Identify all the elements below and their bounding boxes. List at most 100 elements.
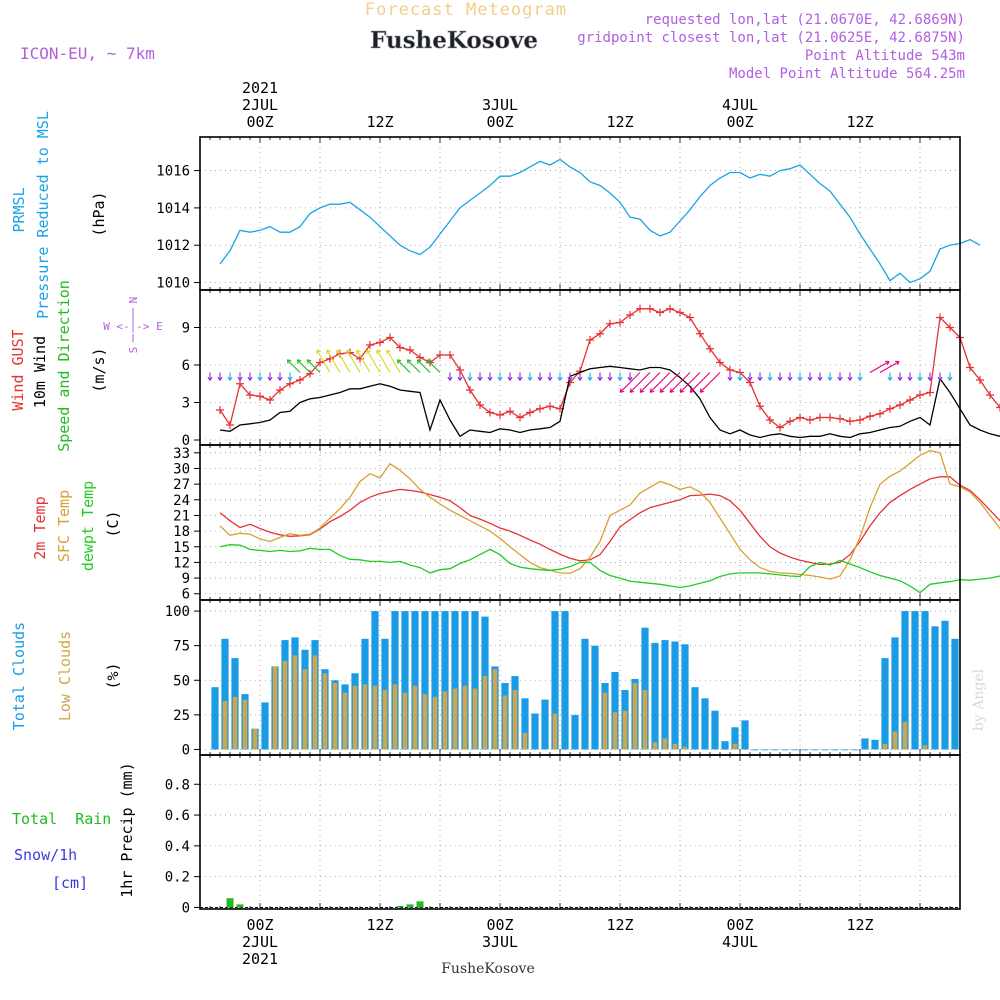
top-time-label: 4JUL xyxy=(722,96,758,114)
low-cloud-bar xyxy=(552,713,558,750)
total-cloud-bar xyxy=(731,727,739,750)
gust-marker xyxy=(306,369,314,378)
low-cloud-bar xyxy=(382,690,388,750)
wind-direction-arrow xyxy=(356,349,371,373)
total-cloud-bar xyxy=(651,642,659,750)
compass-south: S xyxy=(127,347,140,354)
wind-direction-arrow xyxy=(879,361,900,373)
gust-marker xyxy=(616,318,624,327)
gust-marker xyxy=(666,304,674,313)
bottom-time-label: 4JUL xyxy=(722,933,758,951)
wind-arrow-head xyxy=(557,376,563,381)
y-tick-label: 0.8 xyxy=(165,777,190,793)
top-time-label: 12Z xyxy=(366,113,393,131)
low-cloud-bar xyxy=(512,690,518,750)
legend-ms-unit: (m/s) xyxy=(90,347,108,392)
wind-direction-arrow xyxy=(669,372,691,393)
top-time-label: 12Z xyxy=(606,113,633,131)
gust-marker xyxy=(396,343,404,352)
legend-c-unit: (C) xyxy=(104,510,122,537)
y-tick-label: 0.6 xyxy=(165,808,190,824)
low-cloud-bar xyxy=(372,685,378,750)
gust-marker xyxy=(766,416,774,424)
pressure-panel: 1010 1012 1014 1016 xyxy=(156,136,981,292)
wind-arrow-head xyxy=(917,376,923,381)
wind-arrow-head xyxy=(747,376,753,381)
wind-arrow-head xyxy=(396,359,402,364)
gust-marker xyxy=(776,423,784,432)
low-cloud-bar xyxy=(312,655,318,750)
wind-gust-line xyxy=(219,308,1000,429)
top-time-label: 00Z xyxy=(726,113,753,131)
legend-snow: Snow/1h xyxy=(14,846,77,864)
wind-arrow-head xyxy=(527,376,533,381)
bottom-time-label: 2JUL xyxy=(242,933,278,951)
wind-direction-arrow xyxy=(649,372,671,393)
legend-speed-direction: Speed and Direction xyxy=(55,280,73,452)
wind-arrow-head xyxy=(767,376,773,381)
rain-bar xyxy=(396,905,404,908)
wind-direction-arrow xyxy=(869,361,890,373)
wind-arrow-head xyxy=(699,388,705,393)
y-tick-label: 21 xyxy=(173,508,190,524)
wind-arrow-head xyxy=(227,376,233,381)
total-cloud-bar xyxy=(701,698,709,750)
y-tick-label: 15 xyxy=(173,540,190,556)
low-cloud-bar xyxy=(922,745,928,750)
total-cloud-bar xyxy=(811,749,819,751)
gust-marker xyxy=(916,391,924,399)
y-tick-label: 30 xyxy=(173,461,190,477)
wind-arrow-head xyxy=(847,376,853,381)
top-time-label: 2021 xyxy=(242,79,278,97)
total-cloud-bar xyxy=(931,626,939,750)
legend-dewpt-temp: dewpt Temp xyxy=(79,481,97,571)
gust-marker xyxy=(406,346,414,354)
model-altitude: Model Point Altitude 564.25m xyxy=(729,66,965,82)
wind-arrow-head xyxy=(457,376,463,381)
low-cloud-bar xyxy=(282,660,288,750)
prmsl-line xyxy=(219,158,981,284)
wind-arrow-head xyxy=(937,376,943,381)
wind-arrow-head xyxy=(267,376,273,381)
gust-marker xyxy=(506,407,514,416)
total-cloud-bar xyxy=(861,738,869,750)
total-cloud-bar xyxy=(421,611,429,750)
wind-arrow-head xyxy=(907,376,913,381)
low-cloud-bar xyxy=(652,742,658,750)
wind-arrow-head xyxy=(477,376,483,381)
y-tick-label: 33 xyxy=(173,446,190,462)
wind-arrow-head xyxy=(316,349,321,355)
low-cloud-bar xyxy=(292,655,298,750)
y-tick-label: 12 xyxy=(173,555,190,571)
total-cloud-bar xyxy=(751,749,759,751)
total-cloud-bar xyxy=(461,611,469,750)
total-cloud-bar xyxy=(871,739,879,750)
gust-marker xyxy=(446,351,454,359)
wind-arrow-head xyxy=(447,376,453,381)
gust-marker xyxy=(816,413,824,422)
gust-marker xyxy=(256,392,264,401)
legend-precip-axis: 1hr Precip (mm) xyxy=(118,762,136,897)
total-cloud-bar xyxy=(831,749,839,751)
low-cloud-bar xyxy=(302,669,308,750)
gust-marker xyxy=(286,379,294,388)
total-cloud-bar xyxy=(881,658,889,750)
gust-marker xyxy=(796,413,804,422)
total-cloud-bar xyxy=(401,611,409,750)
wind-direction-arrow xyxy=(346,349,361,373)
wind-arrow-head xyxy=(247,376,253,381)
total-cloud-bar xyxy=(531,713,539,750)
top-time-label: 00Z xyxy=(486,113,513,131)
gust-marker xyxy=(316,358,324,367)
wind-direction-arrow xyxy=(296,359,311,373)
wind-arrow-head xyxy=(386,349,391,355)
gust-marker xyxy=(876,409,884,418)
top-time-label: 12Z xyxy=(846,113,873,131)
wind-arrow-head xyxy=(777,376,783,381)
gust-marker xyxy=(606,319,614,328)
wind-direction-arrow xyxy=(326,349,341,373)
wind-arrow-head xyxy=(467,376,473,381)
wind-arrow-head xyxy=(296,359,302,364)
wind-direction-arrow xyxy=(659,372,681,393)
